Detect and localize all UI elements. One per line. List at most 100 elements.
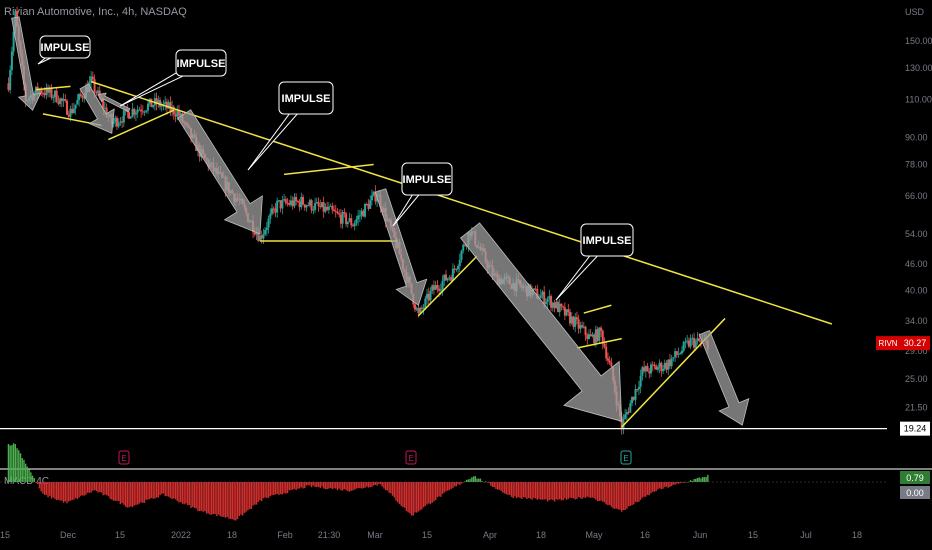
macd-bar [534,482,537,499]
macd-bar [260,482,263,502]
candle-body [339,214,342,224]
macd-bar [503,482,506,494]
impulse-callout[interactable]: IMPULSE [392,162,453,227]
candle-body [155,98,158,104]
impulse-callout[interactable]: IMPULSE [247,81,334,171]
candle-body [345,213,348,225]
macd-bar [574,482,576,500]
macd-bar [453,482,456,487]
candle-body [569,312,572,324]
last-price-badge[interactable] [900,336,930,351]
candle-body [303,204,306,208]
trendline[interactable] [576,337,622,349]
earnings-marker[interactable]: E [620,450,632,465]
candle-body [646,366,649,372]
macd-bar [353,482,356,490]
candle-body [53,90,56,98]
candle-body [558,303,561,313]
macd-bar [131,482,134,508]
macd-bar [700,478,702,482]
candle-body [358,215,361,217]
macd-bar [217,482,220,515]
trendline[interactable] [108,109,175,141]
trendline[interactable] [417,255,478,317]
macd-bar [443,482,445,493]
macd-bar [142,482,144,503]
candle-body [310,200,313,211]
macd-bar [92,482,94,491]
candle-body [78,94,81,101]
support-level-badge[interactable] [900,421,930,436]
time-tick-label: 15 [422,530,432,540]
impulse-arrow[interactable] [97,92,131,113]
macd-bar [231,482,234,520]
macd-bar [341,482,344,491]
impulse-callout[interactable]: IMPULSE [555,223,634,301]
trendline[interactable] [35,85,71,91]
candle-body [300,196,303,208]
candle-body [369,200,372,209]
macd-bar [128,482,130,508]
candle-body [660,362,663,372]
macd-bar [124,482,127,507]
macd-bar [245,482,247,512]
impulse-callout[interactable]: IMPULSE [37,35,91,65]
candle-body [76,100,79,105]
impulse-arrow[interactable] [79,83,115,134]
candle-body [441,280,444,290]
trendline[interactable] [583,304,612,314]
macd-bar [121,482,123,503]
candle-body [115,117,118,127]
macd-bar [645,482,647,497]
macd-bar [681,482,683,483]
macd-bar [379,482,382,485]
candle-body [696,338,699,341]
macd-bar [364,482,366,488]
candle-body [277,200,280,202]
impulse-arrow[interactable] [698,329,750,426]
candle-body [450,277,453,281]
trendline[interactable] [90,80,833,325]
macd-bar [571,482,573,498]
candle-body [351,225,354,227]
macd-bar [565,482,568,500]
macd-bar [37,482,39,485]
macd-bar [564,482,566,499]
earnings-marker[interactable]: E [405,450,417,465]
macd-bar [447,482,449,491]
trendline[interactable] [283,163,374,176]
macd-bar [145,482,147,500]
time-tick-label: Apr [483,530,497,540]
macd-bar [569,482,571,498]
impulse-arrow[interactable] [177,109,263,235]
candle-body [445,274,447,281]
macd-bar [221,482,223,517]
macd-bar [102,482,104,496]
macd-bar [45,482,48,495]
impulse-arrow[interactable] [11,16,42,111]
candle-body [152,105,155,108]
macd-bar [372,482,375,486]
candle-body [97,90,100,94]
macd-bar [636,482,638,503]
impulse-arrow[interactable] [460,222,623,422]
macd-bar [369,482,371,488]
impulse-arrow[interactable] [374,188,428,306]
macd-bar [42,482,44,494]
candle-body [105,107,108,117]
macd-bar [398,482,401,505]
impulse-callout[interactable]: IMPULSE [119,49,227,107]
candle-body [536,288,539,299]
candle-body [305,205,308,208]
earnings-marker[interactable]: E [118,450,130,465]
time-tick-label: Mar [367,530,383,540]
macd-indicator-label[interactable]: MACD 4C [4,476,50,487]
macd-bar [548,482,551,501]
macd-bar [448,482,451,490]
candle-body [532,288,535,290]
symbol-badge[interactable] [876,336,900,351]
time-tick-label: May [585,530,603,540]
candle-body [327,206,330,210]
macd-bar [216,482,218,517]
